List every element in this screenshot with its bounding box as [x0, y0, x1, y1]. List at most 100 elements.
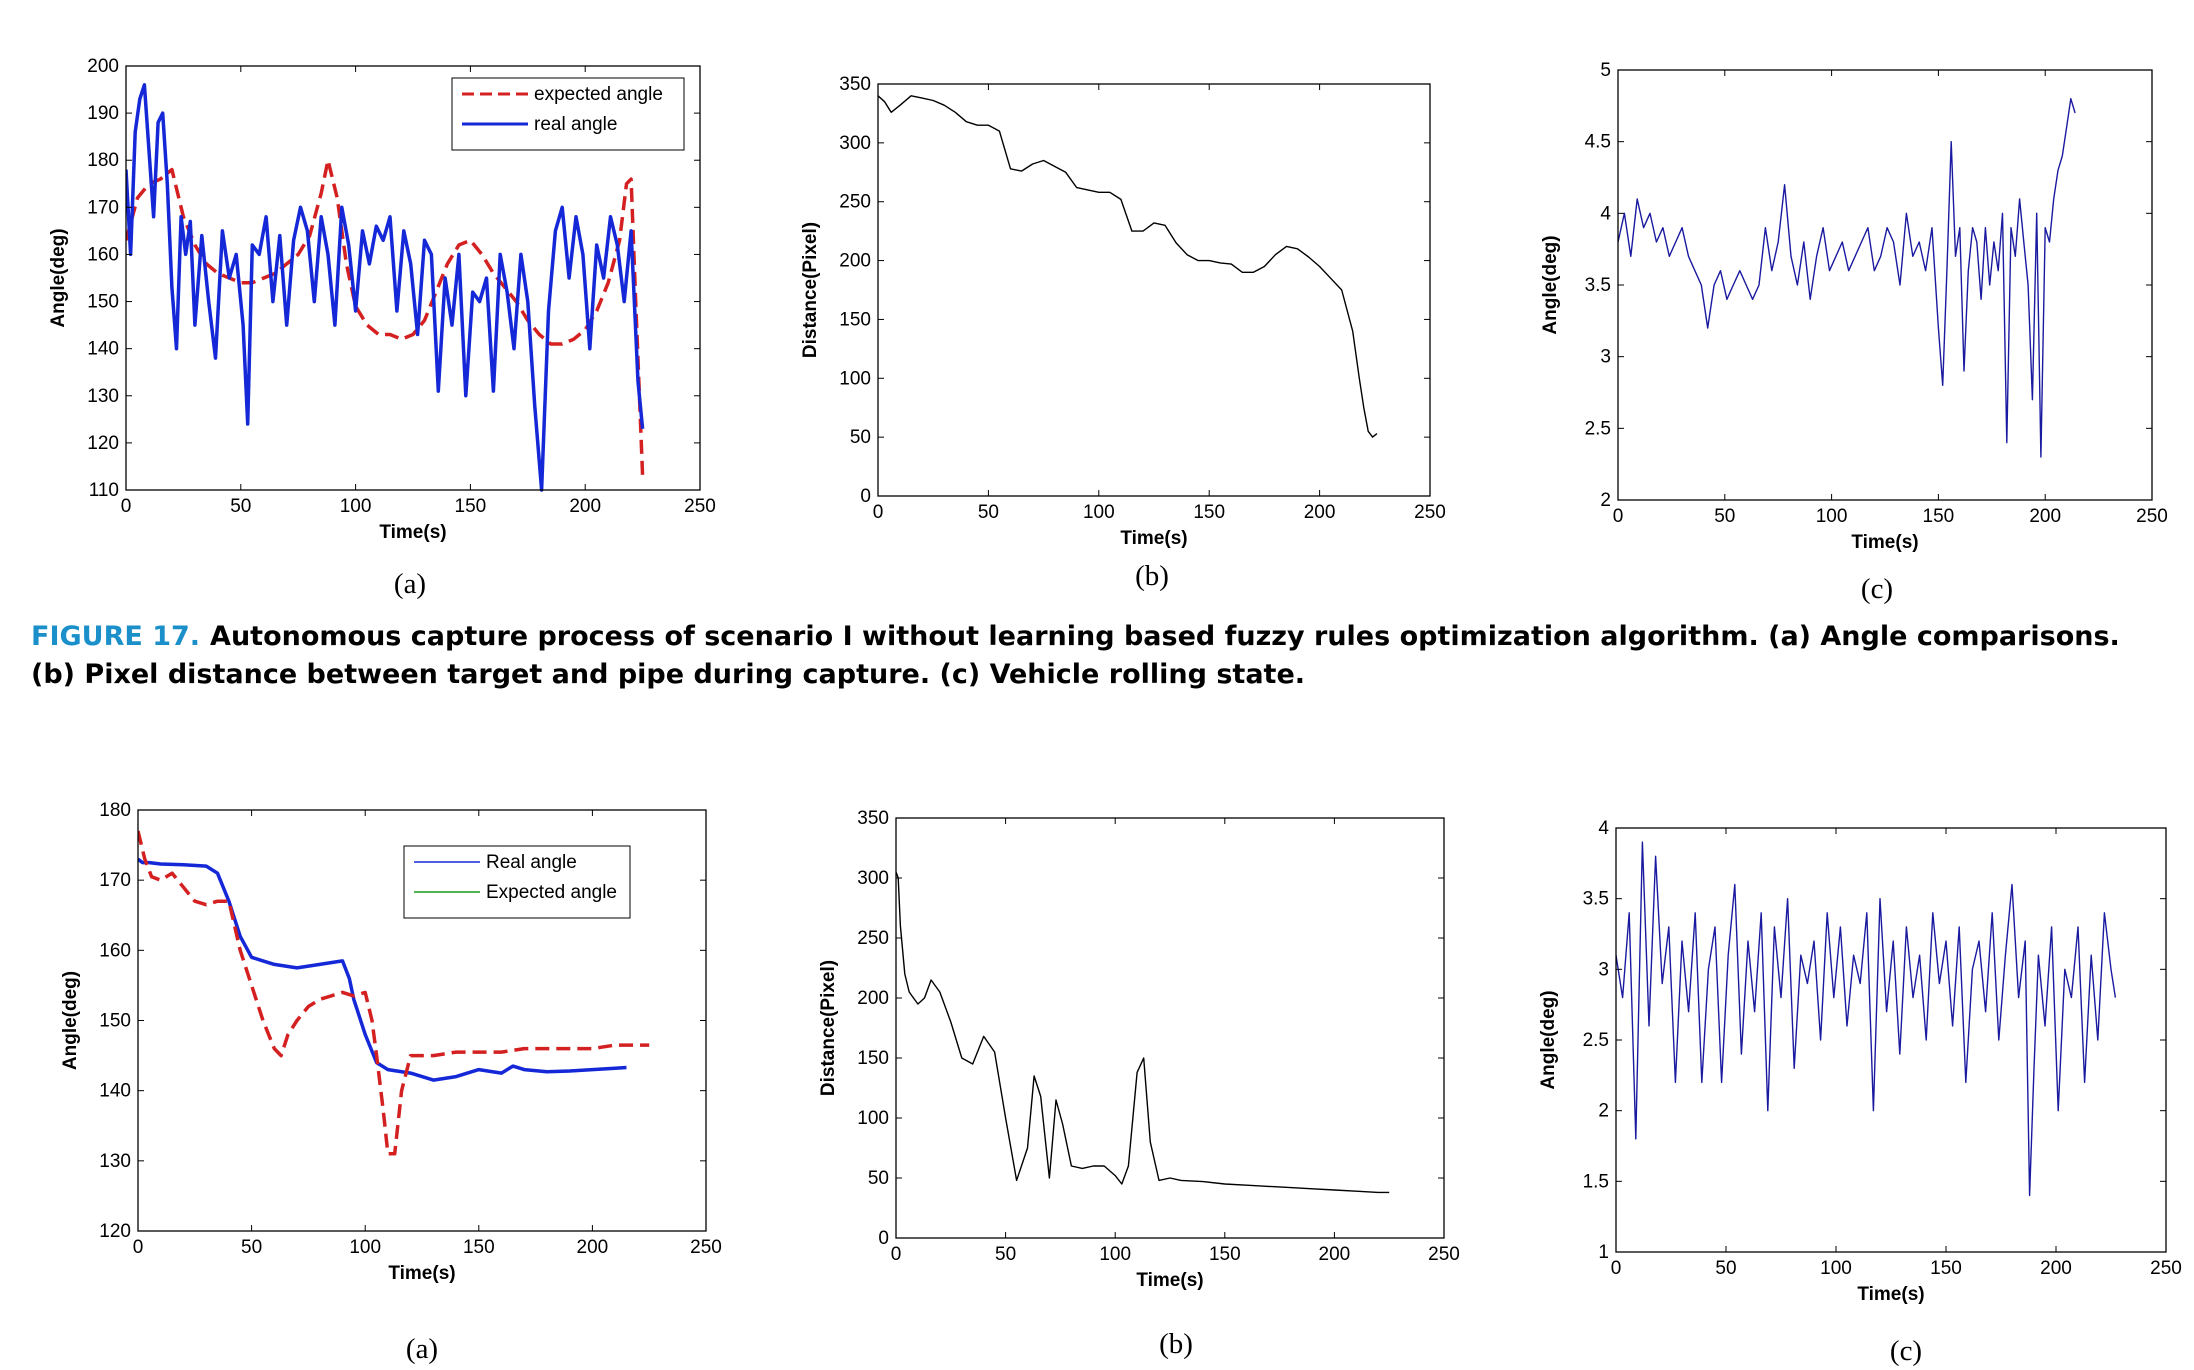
- chart-6-sublabel: (c): [1889, 1335, 1923, 1367]
- chart-4-xtick-label-5: 250: [690, 1237, 722, 1258]
- chart-3-xtick-label-5: 250: [2136, 506, 2168, 527]
- chart-4-ytick-label-6: 180: [99, 800, 131, 821]
- chart-6-ytick-label-5: 3.5: [1583, 889, 1609, 910]
- chart-1-ytick-label-5: 160: [87, 244, 119, 265]
- chart-1-xtick-label-0: 0: [121, 496, 132, 517]
- chart-4-ytick-label-4: 160: [99, 940, 131, 961]
- chart-3-xtick-label-4: 200: [2029, 506, 2061, 527]
- chart-6-ytick-label-1: 1.5: [1583, 1171, 1609, 1192]
- chart-6-ytick-label-4: 3: [1598, 959, 1609, 980]
- chart-3-ytick-label-2: 3: [1600, 347, 1611, 368]
- chart-3-ytick-label-3: 3.5: [1585, 275, 1611, 296]
- chart-5-ytick-label-1: 50: [868, 1168, 889, 1189]
- chart-4-y-axis-label: Angle(deg): [60, 971, 81, 1070]
- chart-5-xtick-label-1: 50: [995, 1244, 1016, 1265]
- chart-2-xtick-label-3: 150: [1193, 502, 1225, 523]
- chart-panel-5: 0 50 100 150 200 250 0 50 100 150 200 250 300 350 Time…: [800, 800, 1480, 1320]
- chart-2-y-axis-label: Distance(Pixel): [800, 222, 821, 358]
- chart-5-sublabel: (b): [1159, 1328, 1193, 1360]
- chart-6-series-1-line: [1616, 841, 2117, 1197]
- chart-1-legend-box: [451, 77, 685, 151]
- chart-3-ytick-label-0: 2: [1600, 490, 1611, 511]
- chart-5-series-1-line: [896, 871, 1390, 1194]
- chart-2-ytick-label-6: 300: [839, 133, 871, 154]
- chart-4-ytick-label-5: 170: [99, 870, 131, 891]
- chart-6-svg: 0 50 100 150 200 250 1 1.5 2 2.5 3 3.5 4 Time(s) Angle…: [1538, 818, 2182, 1305]
- chart-4-ytick-label-2: 140: [99, 1081, 131, 1102]
- chart-2-ytick-label-7: 350: [839, 74, 871, 95]
- chart-1-series-2-line: [126, 83, 645, 492]
- chart-4-xtick-label-3: 150: [463, 1237, 495, 1258]
- chart-1-xtick-label-4: 200: [569, 496, 601, 517]
- chart-3-ytick-label-5: 4.5: [1585, 132, 1611, 153]
- chart-2-svg: 0 50 100 150 200 250 0 50 100 150 200 250 300 350 Time…: [800, 74, 1446, 549]
- chart-2-xtick-label-0: 0: [873, 502, 884, 523]
- chart-2-ytick-label-2: 100: [839, 368, 871, 389]
- chart-1-ytick-label-8: 190: [87, 103, 119, 124]
- chart-2-xtick-label-1: 50: [978, 502, 999, 523]
- chart-1-ytick-label-4: 150: [87, 292, 119, 313]
- chart-1-ytick-label-0: 110: [89, 480, 119, 501]
- chart-2-ytick-label-0: 0: [860, 486, 871, 507]
- chart-2-x-axis-label: Time(s): [1120, 528, 1187, 549]
- chart-5-y-axis-label: Distance(Pixel): [818, 960, 839, 1096]
- chart-5-xtick-label-4: 200: [1319, 1244, 1351, 1265]
- chart-panel-3: 0 50 100 150 200 250 2 2.5 3 3.5 4 4.5 5 Time(s) Angle…: [1520, 40, 2194, 600]
- chart-1-plot-frame: [125, 65, 701, 491]
- figure-label: FIGURE 17.: [31, 621, 201, 652]
- chart-5-ytick-label-6: 300: [857, 868, 889, 889]
- chart-3-ytick-label-1: 2.5: [1585, 418, 1611, 439]
- chart-1-xtick-label-2: 100: [340, 496, 372, 517]
- chart-panel-1: 0 50 100 150 200 250 110 120 130 140 150 160 170 180 1…: [0, 40, 730, 600]
- chart-6-xtick-label-3: 150: [1930, 1258, 1962, 1279]
- chart-2-ytick-label-5: 250: [839, 192, 871, 213]
- chart-1-ytick-label-1: 120: [87, 433, 119, 454]
- chart-4-legend-box: [403, 845, 631, 919]
- chart-panel-2: 0 50 100 150 200 250 0 50 100 150 200 250 300 350 Time…: [780, 50, 1480, 580]
- chart-2-series-1-line: [878, 95, 1378, 438]
- chart-1-sublabel: (a): [393, 568, 427, 600]
- chart-3-xtick-label-0: 0: [1613, 506, 1624, 527]
- chart-5-x-axis-label: Time(s): [1136, 1270, 1203, 1291]
- chart-1-legend-label-1: expected angle: [534, 84, 663, 105]
- chart-5-ytick-label-7: 350: [857, 808, 889, 829]
- chart-panel-6: 0 50 100 150 200 250 1 1.5 2 2.5 3 3.5 4 Time(s) Angle…: [1530, 810, 2194, 1330]
- chart-6-xtick-label-2: 100: [1820, 1258, 1852, 1279]
- chart-4-series-2-line: [138, 830, 650, 1156]
- chart-4-xtick-label-1: 50: [241, 1237, 262, 1258]
- chart-3-plot-frame: [1617, 69, 2153, 501]
- chart-4-sublabel: (a): [405, 1333, 439, 1365]
- chart-4-legend-label-1: Real angle: [486, 852, 577, 873]
- chart-5-ytick-label-4: 200: [857, 988, 889, 1009]
- chart-4-series-1-line: [138, 857, 627, 1082]
- chart-5-svg: 0 50 100 150 200 250 0 50 100 150 200 250 300 350 Time…: [818, 808, 1460, 1291]
- chart-3-xtick-label-2: 100: [1816, 506, 1848, 527]
- chart-5-ytick-label-0: 0: [878, 1228, 889, 1249]
- chart-5-ytick-label-5: 250: [857, 928, 889, 949]
- chart-1-xtick-label-1: 50: [230, 496, 251, 517]
- chart-1-legend-label-2: real angle: [534, 114, 617, 135]
- chart-2-xtick-label-2: 100: [1083, 502, 1115, 523]
- chart-5-xtick-label-5: 250: [1428, 1244, 1460, 1265]
- chart-6-x-axis-label: Time(s): [1857, 1284, 1924, 1305]
- chart-6-ytick-label-0: 1: [1598, 1242, 1609, 1263]
- chart-4-ytick-label-0: 120: [99, 1221, 131, 1242]
- chart-4-ytick-label-3: 150: [99, 1011, 131, 1032]
- chart-2-xtick-label-4: 200: [1304, 502, 1336, 523]
- chart-1-ytick-label-3: 140: [87, 339, 119, 360]
- chart-5-ytick-label-2: 100: [857, 1108, 889, 1129]
- chart-6-ytick-label-6: 4: [1598, 818, 1609, 839]
- chart-6-xtick-label-5: 250: [2150, 1258, 2182, 1279]
- chart-2-xtick-label-5: 250: [1414, 502, 1446, 523]
- chart-1-xtick-label-5: 250: [684, 496, 716, 517]
- chart-3-ytick-label-4: 4: [1600, 203, 1611, 224]
- chart-5-xtick-label-0: 0: [891, 1244, 902, 1265]
- chart-4-xtick-label-2: 100: [349, 1237, 381, 1258]
- chart-6-xtick-label-4: 200: [2040, 1258, 2072, 1279]
- chart-1-ytick-label-7: 180: [87, 150, 119, 171]
- chart-4-x-axis-label: Time(s): [388, 1263, 455, 1284]
- chart-5-plot-frame: [895, 817, 1445, 1239]
- chart-5-xtick-label-2: 100: [1099, 1244, 1131, 1265]
- chart-1-ytick-label-2: 130: [87, 386, 119, 407]
- chart-4-svg: 0 50 100 150 200 250 120 130 140 150 160 170 180 Time…: [60, 800, 722, 1284]
